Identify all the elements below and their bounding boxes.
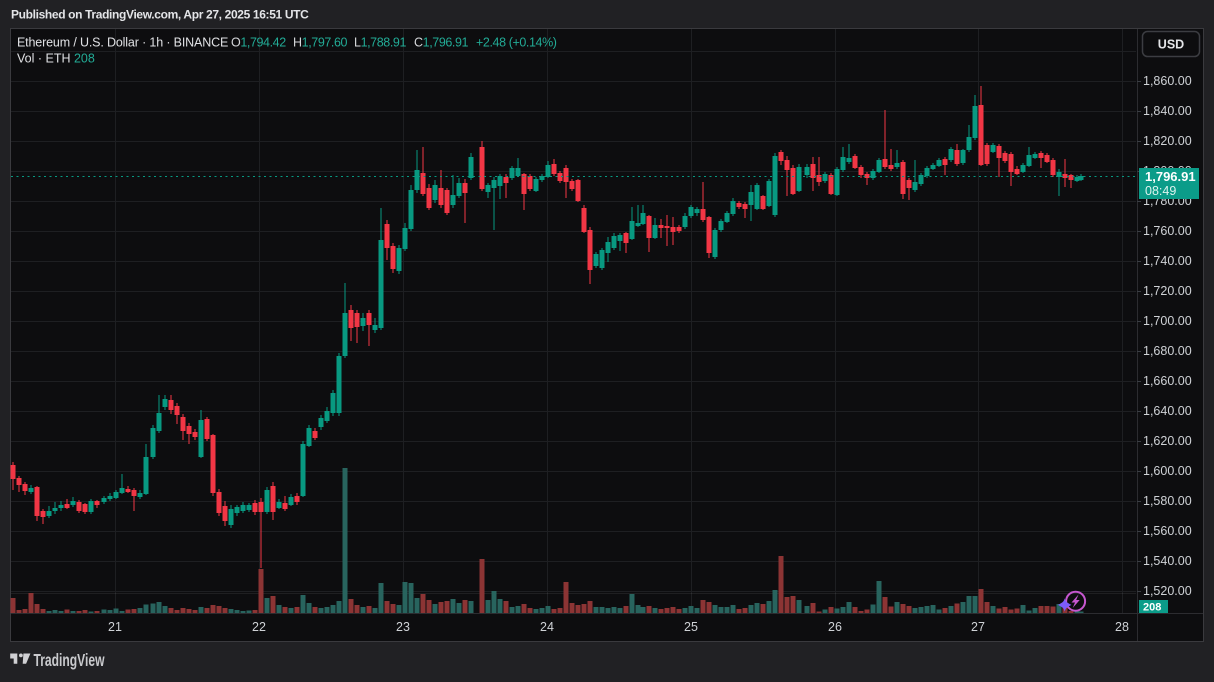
svg-text:1,660.00: 1,660.00 xyxy=(1143,374,1192,388)
svg-text:1,520.00: 1,520.00 xyxy=(1143,584,1192,598)
svg-text:Vol · ETH 208: Vol · ETH 208 xyxy=(17,52,95,66)
svg-text:1,820.00: 1,820.00 xyxy=(1143,134,1192,148)
svg-text:21: 21 xyxy=(108,620,122,634)
svg-text:28: 28 xyxy=(1115,620,1129,634)
svg-text:1,620.00: 1,620.00 xyxy=(1143,434,1192,448)
svg-text:1,796.91: 1,796.91 xyxy=(1145,169,1196,184)
svg-text:208: 208 xyxy=(1143,602,1161,614)
svg-text:1,540.00: 1,540.00 xyxy=(1143,554,1192,568)
svg-text:1,680.00: 1,680.00 xyxy=(1143,344,1192,358)
svg-text:1,560.00: 1,560.00 xyxy=(1143,524,1192,538)
svg-text:1,640.00: 1,640.00 xyxy=(1143,404,1192,418)
svg-text:1,760.00: 1,760.00 xyxy=(1143,224,1192,238)
svg-text:USD: USD xyxy=(1158,38,1184,52)
svg-text:22: 22 xyxy=(252,620,266,634)
svg-text:1,720.00: 1,720.00 xyxy=(1143,284,1192,298)
svg-text:08:49: 08:49 xyxy=(1145,184,1176,198)
svg-text:1,740.00: 1,740.00 xyxy=(1143,254,1192,268)
svg-text:23: 23 xyxy=(396,620,410,634)
svg-text:24: 24 xyxy=(540,620,554,634)
svg-text:25: 25 xyxy=(684,620,698,634)
svg-text:27: 27 xyxy=(971,620,985,634)
svg-text:1,840.00: 1,840.00 xyxy=(1143,104,1192,118)
svg-text:1,860.00: 1,860.00 xyxy=(1143,74,1192,88)
svg-text:1,580.00: 1,580.00 xyxy=(1143,494,1192,508)
svg-text:1,600.00: 1,600.00 xyxy=(1143,464,1192,478)
svg-text:Ethereum / U.S. Dollar · 1h ·: Ethereum / U.S. Dollar · 1h · BINANCE xyxy=(17,36,228,50)
svg-text:26: 26 xyxy=(828,620,842,634)
svg-text:TradingView: TradingView xyxy=(34,650,105,670)
svg-text:1,700.00: 1,700.00 xyxy=(1143,314,1192,328)
svg-text:Published on TradingView.com,: Published on TradingView.com, Apr 27, 20… xyxy=(11,8,309,22)
